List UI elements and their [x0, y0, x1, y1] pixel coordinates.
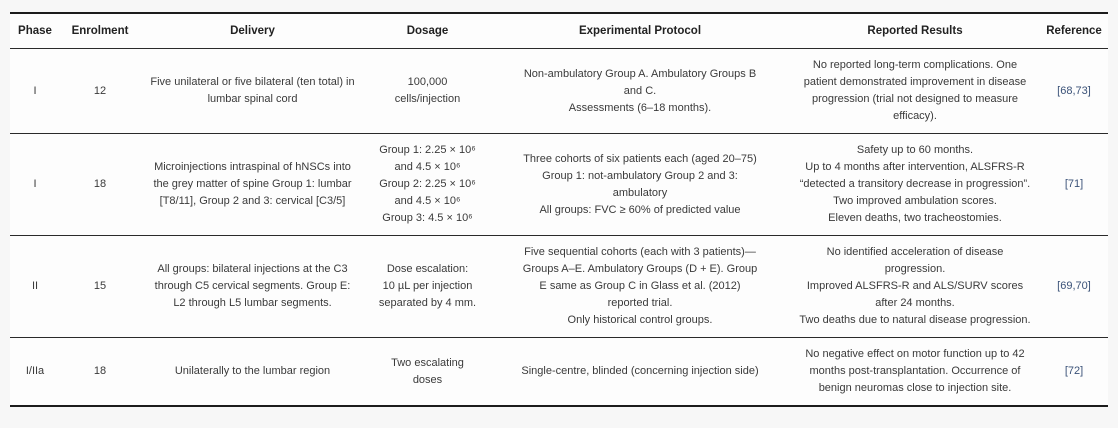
cell-dosage: Group 1: 2.25 × 10⁶ and 4.5 × 10⁶ Group 2:…	[365, 134, 490, 236]
cell-line: efficacy).	[893, 110, 937, 122]
citation-link[interactable]: [68,73]	[1057, 84, 1091, 97]
cell-line: All groups: bilateral injections at the …	[157, 263, 348, 275]
cell-line: cells/injection	[394, 93, 461, 105]
cell-line: progression.	[884, 263, 946, 275]
cell-delivery: Microinjections intraspinal of hNSCs int…	[140, 134, 365, 236]
cell-line: Five unilateral or five bilateral (ten t…	[150, 76, 355, 88]
cell-results: Safety up to 60 months. Up to 4 months af…	[790, 134, 1040, 236]
cell-protocol: Three cohorts of six patients each (aged…	[490, 134, 790, 236]
table-row: I 12 Five unilateral or five bilateral (te…	[10, 49, 1108, 134]
cell-line: Two deaths due to natural disease progre…	[799, 314, 1031, 326]
cell-line: Group 2: 2.25 × 10⁶	[379, 178, 476, 190]
column-header-results: Reported Results	[790, 13, 1040, 49]
cell-enrolment: 18	[93, 178, 107, 190]
cell-line: after 24 months.	[875, 297, 955, 309]
column-header-reference: Reference	[1040, 13, 1108, 49]
cell-line: Only historical control groups.	[567, 314, 713, 326]
cell-line: Two escalating	[391, 356, 464, 369]
cell-line: benign neuromas close to injection site.	[818, 382, 1012, 394]
citation-link[interactable]: [69,70]	[1057, 280, 1091, 292]
cell-results: No reported long-term complications. One…	[790, 49, 1040, 134]
cell-line: patient demonstrated improvement in dise…	[803, 76, 1027, 88]
cell-line: Safety up to 60 months.	[856, 144, 974, 156]
cell-line: No identified acceleration of disease	[826, 246, 1004, 258]
cell-line: the grey matter of spine Group 1: lumbar	[153, 178, 352, 190]
cell-delivery: Five unilateral or five bilateral (ten t…	[140, 49, 365, 134]
cell-line: lumbar spinal cord	[207, 93, 298, 105]
cell-reference: [68,73]	[1040, 49, 1108, 134]
cell-delivery: Unilaterally to the lumbar region	[140, 338, 365, 407]
table-header: Phase Enrolment Delivery Dosage Experimental…	[10, 13, 1108, 49]
cell-line: reported trial.	[607, 297, 673, 309]
cell-dosage: 100,000 cells/injection	[365, 49, 490, 134]
cell-phase: I	[33, 84, 37, 97]
cell-line: Group 3: 4.5 × 10⁶	[382, 212, 473, 224]
cell-line: All groups: FVC ≥ 60% of predicted value	[539, 203, 741, 216]
cell-line: Up to 4 months after intervention, ALSFR…	[805, 161, 1025, 173]
cell-line: through C5 cervical segments. Group E:	[154, 280, 351, 292]
citation-link[interactable]: [72]	[1064, 365, 1084, 377]
cell-results: No negative effect on motor function up …	[790, 338, 1040, 407]
cell-line: Two improved ambulation scores.	[833, 195, 997, 207]
cell-line: 10 µL per injection	[382, 280, 473, 292]
cell-line: Group 1: 2.25 × 10⁶	[379, 144, 476, 156]
cell-protocol: Five sequential cohorts (each with 3 pat…	[490, 236, 790, 338]
cell-line: progression (trial not designed to measu…	[811, 93, 1019, 105]
cell-line: Group 1: not-ambulatory Group 2 and 3:	[542, 169, 738, 182]
table-header-row: Phase Enrolment Delivery Dosage Experimental…	[10, 13, 1108, 49]
cell-line: Non-ambulatory Group A. Ambulatory Group…	[523, 67, 757, 80]
cell-phase: II	[31, 280, 39, 292]
cell-line: separated by 4 mm.	[378, 297, 477, 309]
cell-line: No reported long-term complications. One	[812, 59, 1018, 71]
cell-protocol: Single-centre, blinded (concerning injec…	[490, 338, 790, 407]
cell-phase: I/IIa	[25, 365, 45, 377]
cell-line: ambulatory	[612, 186, 668, 199]
column-header-phase: Phase	[10, 13, 60, 49]
cell-enrolment: 18	[93, 365, 107, 377]
cell-line: 100,000	[407, 76, 448, 88]
column-header-dosage: Dosage	[365, 13, 490, 49]
cell-reference: [71]	[1040, 134, 1108, 236]
cell-line: Dose escalation:	[386, 263, 469, 275]
cell-line: and C.	[623, 84, 657, 97]
cell-line: Microinjections intraspinal of hNSCs int…	[154, 161, 351, 173]
column-header-delivery: Delivery	[140, 13, 365, 49]
cell-line: Eleven deaths, two tracheostomies.	[828, 212, 1002, 224]
cell-line: Groups A–E. Ambulatory Groups (D + E). G…	[522, 263, 758, 275]
cell-delivery: All groups: bilateral injections at the …	[140, 236, 365, 338]
cell-protocol: Non-ambulatory Group A. Ambulatory Group…	[490, 49, 790, 134]
table-row: II 15 All groups: bilateral injections at …	[10, 235, 1108, 338]
cell-line: Improved ALSFRS-R and ALS/SURV scores	[806, 280, 1024, 292]
column-header-protocol: Experimental Protocol	[490, 13, 790, 49]
cell-line: Unilaterally to the lumbar region	[174, 365, 331, 377]
cell-results: No identified acceleration of disease pro…	[790, 236, 1040, 338]
cell-enrolment: 15	[93, 280, 107, 292]
cell-reference: [72]	[1040, 338, 1108, 407]
clinical-trials-table: Phase Enrolment Delivery Dosage Experimental…	[10, 12, 1108, 407]
cell-enrolment: 12	[93, 84, 107, 97]
column-header-enrolment: Enrolment	[60, 13, 140, 49]
cell-dosage: Two escalating doses	[365, 338, 490, 407]
cell-reference: [69,70]	[1040, 236, 1108, 338]
cell-line: and 4.5 × 10⁶	[394, 195, 461, 207]
cell-line: Single-centre, blinded (concerning injec…	[521, 365, 759, 377]
cell-line: doses	[412, 373, 443, 386]
cell-phase: I	[33, 178, 37, 190]
citation-link[interactable]: [71]	[1064, 178, 1084, 190]
cell-line: Five sequential cohorts (each with 3 pat…	[524, 246, 756, 258]
table-row: I/IIa 18 Unilaterally to the lumbar region…	[10, 337, 1108, 407]
cell-line: L2 through L5 lumbar segments.	[173, 297, 332, 309]
table-row: I 18 Microinjections intraspinal of hNSCs …	[10, 133, 1108, 236]
cell-line: “detected a transitory decrease in progr…	[799, 178, 1031, 190]
cell-line: and 4.5 × 10⁶	[394, 161, 461, 173]
cell-line: Assessments (6–18 months).	[568, 101, 712, 114]
cell-line: [T8/11], Group 2 and 3: cervical [C3/5]	[159, 195, 346, 207]
cell-line: No negative effect on motor function up …	[805, 348, 1025, 360]
table-body: I 12 Five unilateral or five bilateral (te…	[10, 49, 1108, 407]
cell-dosage: Dose escalation: 10 µL per injection separ…	[365, 236, 490, 338]
cell-line: months post-transplantation. Occurrence …	[809, 365, 1021, 377]
cell-line: E same as Group C in Glass et al. (2012)	[539, 280, 741, 292]
cell-line: Three cohorts of six patients each (aged…	[523, 152, 757, 165]
